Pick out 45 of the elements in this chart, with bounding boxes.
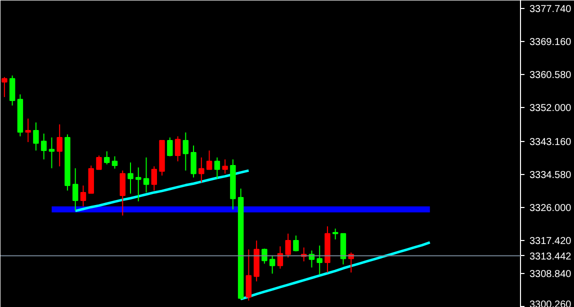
- candlestick: [2, 76, 8, 98]
- candlestick: [33, 122, 39, 152]
- y-tick-label: 3317.420: [530, 236, 572, 247]
- y-tick-label: 3360.580: [530, 70, 572, 81]
- candlestick: [56, 124, 62, 167]
- candlestick: [9, 75, 16, 106]
- candlestick: [112, 156, 118, 170]
- candlestick: [80, 185, 86, 207]
- candlestick: [40, 133, 47, 160]
- y-tick-label: 3377.740: [530, 4, 572, 15]
- candlestick: [190, 145, 196, 178]
- candlestick: [151, 166, 157, 192]
- candlestick: [167, 136, 173, 157]
- y-tick-label: 3326.000: [530, 202, 572, 214]
- y-tick-label: 3352.000: [530, 102, 572, 114]
- candlestick: [262, 248, 268, 264]
- y-tick-label: 3343.160: [530, 136, 572, 148]
- candlestick: [285, 233, 291, 258]
- candlestick: [182, 132, 189, 172]
- candlestick: [269, 255, 276, 274]
- candlestick: [332, 228, 338, 240]
- y-tick-label: 3308.840: [530, 268, 572, 280]
- candlestick: [174, 136, 181, 162]
- y-tick-label: 3369.160: [530, 36, 572, 48]
- candlestick: [104, 150, 110, 165]
- ref-line-label: 3313.442: [530, 251, 572, 262]
- candlestick: [293, 235, 299, 252]
- candlestick: [25, 118, 31, 143]
- candlestick: [143, 156, 150, 193]
- candlestick: [222, 158, 228, 174]
- candlestick: [96, 155, 102, 170]
- candlestick: [48, 136, 55, 169]
- y-tick-label: 3334.580: [530, 170, 572, 181]
- candlestick: [128, 162, 134, 194]
- candlestick: [214, 156, 220, 180]
- candlestick: [198, 156, 204, 183]
- line-series: [240, 241, 432, 300]
- candlestick: [246, 248, 252, 302]
- candlestick: [277, 246, 284, 270]
- candlestick: [316, 245, 322, 275]
- line-series: [74, 169, 250, 212]
- candlestick: [136, 166, 142, 202]
- candlestick: [120, 170, 126, 216]
- candlestick: [72, 168, 78, 212]
- candlestick: [206, 150, 212, 170]
